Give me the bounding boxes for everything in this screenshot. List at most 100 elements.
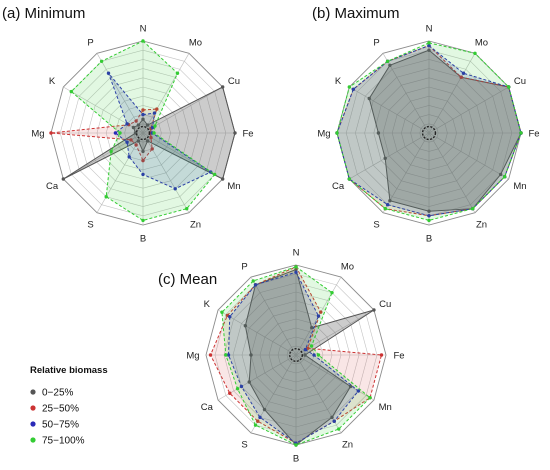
data-point [319, 310, 323, 314]
data-point [185, 206, 189, 211]
data-point [258, 415, 262, 420]
spoke-line [349, 132, 430, 180]
axis-label-k: K [49, 76, 56, 87]
data-point [239, 384, 244, 389]
data-point [335, 131, 339, 135]
data-point [235, 387, 240, 391]
data-point [294, 265, 298, 269]
data-point [253, 283, 258, 287]
legend-label: 25−50% [42, 404, 79, 415]
data-point [473, 51, 477, 56]
data-point [141, 117, 145, 121]
axis-label-p: P [87, 38, 93, 49]
data-point [348, 384, 353, 389]
axis-label-ca: Ca [332, 181, 345, 192]
axis-label-mg: Mg [186, 351, 199, 362]
axis-label-mo: Mo [475, 38, 488, 49]
axis-label-mn: Mn [513, 181, 526, 192]
data-point [383, 156, 387, 160]
data-point [247, 380, 251, 384]
radar-panel: (c) Mean N Mo Cu Fe Mn Zn B S Ca Mg K P [158, 248, 405, 465]
data-point [502, 175, 507, 179]
axis-label-mo: Mo [189, 38, 202, 49]
panel-title: (c) Mean [158, 271, 217, 288]
data-point [385, 59, 390, 63]
axis-label-n: N [140, 24, 147, 35]
legend-label: 0−25% [42, 388, 74, 399]
data-point [372, 308, 376, 312]
series-polygon [70, 40, 216, 221]
spoke-line [142, 132, 190, 213]
data-point [427, 48, 431, 52]
axis-label-fe: Fe [393, 351, 404, 362]
axis-label-cu: Cu [379, 299, 391, 310]
data-point [310, 326, 314, 330]
data-point [141, 149, 145, 154]
data-point [155, 107, 159, 111]
data-point [379, 353, 384, 357]
data-point [220, 177, 225, 181]
center-hub [421, 125, 437, 141]
data-point [330, 415, 334, 420]
data-point [125, 122, 129, 126]
axis-label-k: K [204, 299, 211, 310]
spoke-line [428, 86, 509, 134]
data-point [99, 59, 104, 63]
axis-label-ca: Ca [46, 181, 59, 192]
axis-label-zn: Zn [342, 440, 353, 451]
data-point [145, 139, 150, 143]
legend: Relative biomass 0−25% 25−50% 50−75% 75−100… [30, 365, 108, 447]
data-point [367, 96, 371, 101]
data-point [173, 187, 177, 191]
axis-label-s: S [373, 219, 379, 230]
data-point [149, 135, 153, 140]
data-point [175, 71, 180, 75]
axis-label-mn: Mn [227, 181, 240, 192]
data-point [106, 71, 111, 75]
data-point [376, 131, 381, 135]
data-point [383, 206, 387, 211]
data-point [471, 206, 475, 211]
spoke-line [428, 53, 476, 134]
spoke-line [349, 86, 430, 134]
data-point [316, 314, 321, 318]
data-point [303, 347, 308, 352]
series-group [226, 270, 361, 445]
data-point [243, 324, 248, 328]
data-point [213, 172, 217, 177]
data-point [109, 149, 113, 154]
data-point [141, 158, 145, 163]
data-point [347, 177, 352, 181]
series-group [106, 71, 213, 191]
legend-swatch [30, 405, 36, 411]
data-point [347, 85, 352, 89]
data-point [332, 419, 336, 423]
data-point [226, 353, 231, 357]
data-point [141, 108, 145, 112]
data-point [251, 279, 255, 283]
data-point [459, 75, 463, 79]
series-group [69, 39, 217, 223]
data-point [461, 71, 466, 75]
data-point [337, 427, 341, 431]
data-point [129, 138, 133, 142]
data-point [427, 41, 431, 45]
axis-label-mg: Mg [317, 129, 330, 140]
data-point [113, 131, 118, 135]
data-point [316, 353, 321, 357]
data-point [141, 172, 145, 177]
data-point [427, 43, 431, 48]
series-group [220, 265, 372, 447]
axis-label-cu: Cu [514, 76, 526, 87]
data-point [104, 195, 108, 199]
data-point [145, 123, 150, 127]
data-point [152, 131, 156, 135]
axis-label-k: K [335, 76, 342, 87]
data-point [69, 89, 73, 94]
legend-label: 50−75% [42, 420, 79, 431]
data-point [427, 214, 431, 218]
axis-label-cu: Cu [228, 76, 240, 87]
data-point [385, 203, 390, 207]
data-point [303, 353, 307, 357]
